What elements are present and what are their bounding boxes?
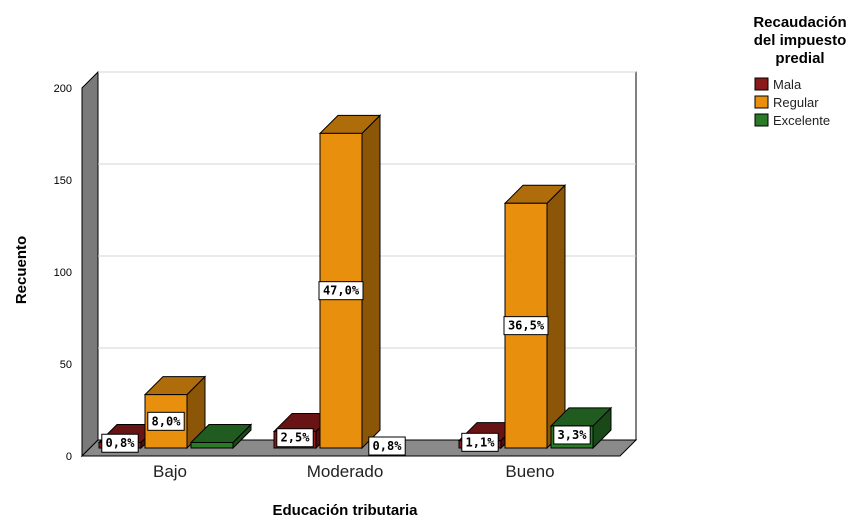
x-axis-title: Educación tributaria bbox=[272, 502, 418, 519]
data-label-regular-bajo: 8,0% bbox=[147, 411, 185, 431]
data-label-box bbox=[461, 432, 499, 452]
bar-front bbox=[190, 441, 234, 449]
data-labels: 0,8% 8,0% 2,5% 47,0% 0,8% 1,1% 36,5% 3,3% bbox=[101, 281, 591, 456]
legend: Recaudación del impuesto predial Mala Reg… bbox=[753, 14, 846, 128]
legend-item-mala: Mala bbox=[754, 77, 802, 92]
data-label-excelente-moderado: 0,8% bbox=[368, 436, 406, 456]
x-axis-categories: Bajo Moderado Bueno bbox=[153, 462, 555, 481]
bar-side bbox=[361, 114, 381, 450]
data-label-text: 1,1% bbox=[466, 435, 496, 449]
legend-swatch bbox=[754, 95, 769, 109]
data-label-text: 8,0% bbox=[152, 414, 182, 428]
legend-item-excelente: Excelente bbox=[754, 113, 830, 128]
data-label-text: 0,8% bbox=[373, 439, 403, 453]
legend-swatch bbox=[754, 113, 769, 127]
data-label-text: 2,5% bbox=[281, 431, 311, 445]
legend-title-line-1: Recaudación bbox=[753, 14, 846, 31]
legend-label: Excelente bbox=[773, 113, 830, 128]
legend-swatch bbox=[754, 77, 769, 91]
y-tick-label: 0 bbox=[66, 451, 72, 463]
data-label-box bbox=[318, 281, 364, 301]
data-label-text: 36,5% bbox=[508, 319, 545, 333]
legend-items: Mala Regular Excelente bbox=[754, 77, 830, 128]
data-label-box bbox=[553, 425, 591, 445]
left-wall bbox=[81, 70, 99, 458]
data-label-box bbox=[147, 411, 185, 431]
legend-item-regular: Regular bbox=[754, 95, 819, 110]
legend-title-line-3: predial bbox=[775, 50, 824, 67]
data-label-excelente-bueno: 3,3% bbox=[553, 425, 591, 445]
x-category-label: Bueno bbox=[505, 462, 554, 481]
data-label-box bbox=[276, 428, 314, 448]
x-category-label: Moderado bbox=[307, 462, 384, 481]
y-axis-ticks: 0 50 100 150 200 bbox=[54, 83, 72, 463]
legend-label: Regular bbox=[773, 95, 819, 110]
legend-title-line-2: del impuesto bbox=[754, 32, 847, 49]
data-label-text: 3,3% bbox=[558, 428, 588, 442]
legend-label: Mala bbox=[773, 77, 802, 92]
data-label-mala-bajo: 0,8% bbox=[101, 433, 139, 453]
data-label-text: 47,0% bbox=[323, 284, 360, 298]
data-label-regular-bueno: 36,5% bbox=[503, 316, 549, 336]
y-tick-label: 200 bbox=[54, 83, 72, 95]
data-label-box bbox=[503, 316, 549, 336]
x-category-label: Bajo bbox=[153, 462, 187, 481]
data-label-mala-bueno: 1,1% bbox=[461, 432, 499, 452]
data-label-box bbox=[101, 433, 139, 453]
bar-excelente-bajo bbox=[189, 423, 253, 450]
y-tick-label: 150 bbox=[54, 175, 72, 187]
data-label-regular-moderado: 47,0% bbox=[318, 281, 364, 301]
data-label-text: 0,8% bbox=[106, 436, 136, 450]
data-label-box bbox=[368, 436, 406, 456]
bar-side bbox=[546, 184, 566, 450]
y-tick-label: 100 bbox=[54, 267, 72, 279]
y-tick-label: 50 bbox=[60, 359, 72, 371]
y-axis-title: Recuento bbox=[13, 236, 30, 304]
data-label-mala-moderado: 2,5% bbox=[276, 428, 314, 448]
